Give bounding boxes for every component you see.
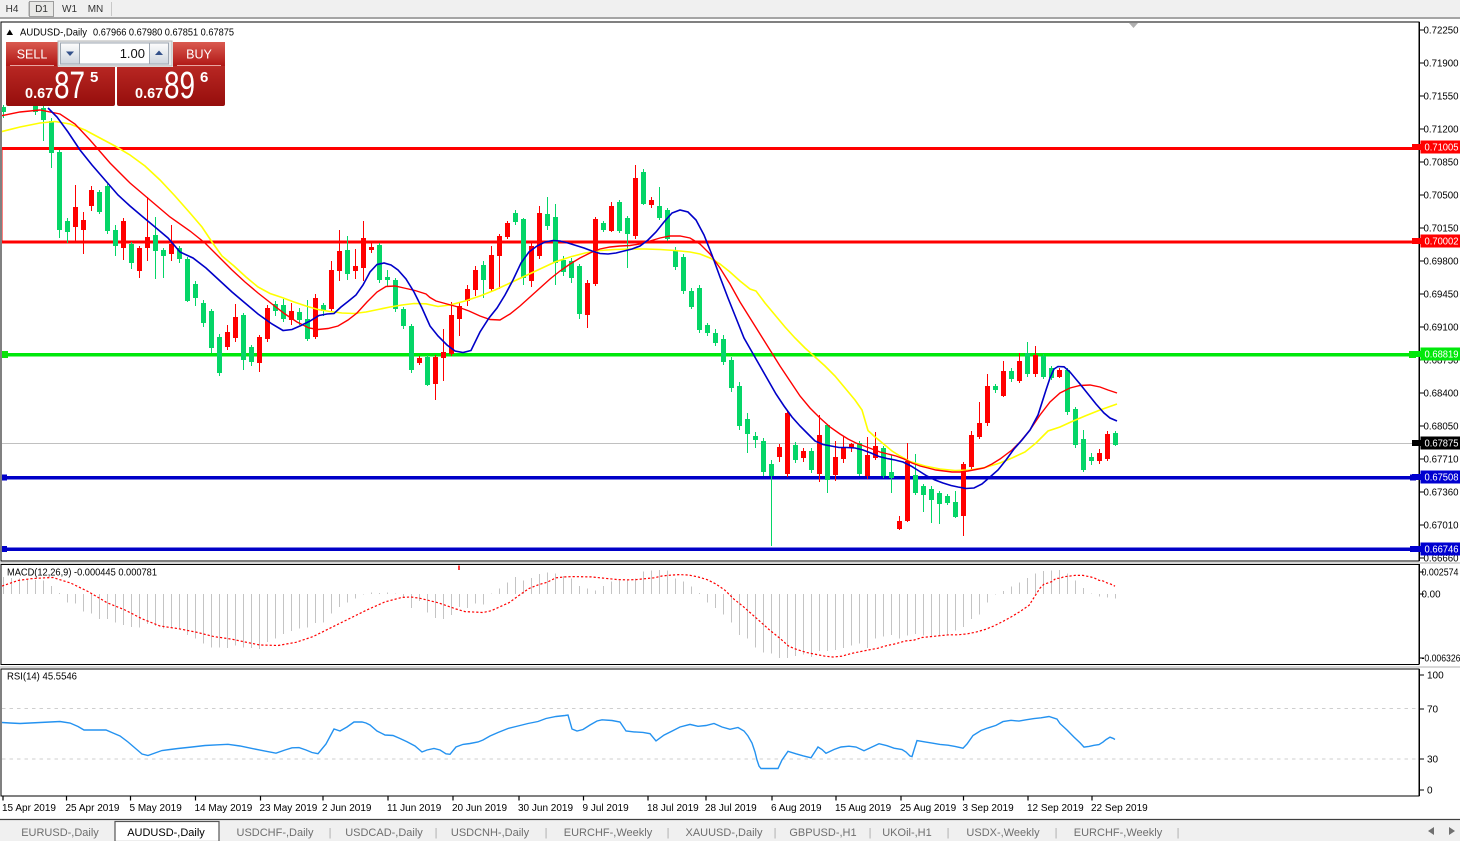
svg-text:6: 6 xyxy=(200,69,208,86)
svg-text:3 Sep 2019: 3 Sep 2019 xyxy=(963,803,1015,814)
svg-text:70: 70 xyxy=(1427,705,1439,716)
svg-text:|: | xyxy=(435,827,438,839)
svg-text:23 May 2019: 23 May 2019 xyxy=(260,803,318,814)
svg-text:|: | xyxy=(947,827,950,839)
svg-text:0.68750: 0.68750 xyxy=(1424,356,1459,367)
svg-text:MN: MN xyxy=(88,4,104,15)
svg-text:25 Aug 2019: 25 Aug 2019 xyxy=(900,803,957,814)
svg-text:0.00: 0.00 xyxy=(1422,590,1441,601)
svg-text:0.67360: 0.67360 xyxy=(1424,488,1459,499)
svg-text:0.70002: 0.70002 xyxy=(1425,237,1459,248)
svg-text:22 Sep 2019: 22 Sep 2019 xyxy=(1091,803,1148,814)
svg-text:0.68819: 0.68819 xyxy=(1425,350,1459,361)
svg-text:2 Jun 2019: 2 Jun 2019 xyxy=(322,803,372,814)
svg-text:28 Jul 2019: 28 Jul 2019 xyxy=(705,803,757,814)
svg-text:0.67875: 0.67875 xyxy=(1425,439,1459,450)
svg-text:USDCNH-,Daily: USDCNH-,Daily xyxy=(451,827,530,839)
svg-text:0.69800: 0.69800 xyxy=(1424,257,1459,268)
svg-text:100: 100 xyxy=(1427,671,1444,682)
svg-text:11 Jun 2019: 11 Jun 2019 xyxy=(387,803,442,814)
svg-text:AUDUSD-,Daily: AUDUSD-,Daily xyxy=(20,27,88,39)
svg-text:USDX-,Weekly: USDX-,Weekly xyxy=(966,827,1040,839)
svg-text:0.67508: 0.67508 xyxy=(1425,473,1459,484)
svg-text:30: 30 xyxy=(1427,755,1439,766)
svg-text:BUY: BUY xyxy=(186,48,212,62)
svg-text:USDCAD-,Daily: USDCAD-,Daily xyxy=(345,827,423,839)
svg-text:|: | xyxy=(1177,827,1180,839)
svg-text:0.71550: 0.71550 xyxy=(1424,92,1459,103)
svg-text:0.71005: 0.71005 xyxy=(1425,143,1459,154)
svg-text:0.67966 0.67980 0.67851 0.6787: 0.67966 0.67980 0.67851 0.67875 xyxy=(93,27,234,39)
svg-text:0.72250: 0.72250 xyxy=(1424,26,1459,37)
svg-text:89: 89 xyxy=(164,65,195,107)
svg-text:9 Jul 2019: 9 Jul 2019 xyxy=(583,803,630,814)
svg-text:25 Apr 2019: 25 Apr 2019 xyxy=(66,803,120,814)
svg-text:30 Jun 2019: 30 Jun 2019 xyxy=(518,803,573,814)
svg-text:0: 0 xyxy=(1427,786,1433,797)
svg-text:EURCHF-,Weekly: EURCHF-,Weekly xyxy=(564,827,653,839)
svg-text:EURUSD-,Daily: EURUSD-,Daily xyxy=(21,827,99,839)
svg-text:0.66746: 0.66746 xyxy=(1425,545,1459,556)
svg-text:|: | xyxy=(545,827,548,839)
svg-text:H4: H4 xyxy=(6,4,19,15)
svg-text:0.70150: 0.70150 xyxy=(1424,224,1459,235)
svg-text:6 Aug 2019: 6 Aug 2019 xyxy=(771,803,822,814)
svg-text:5 May 2019: 5 May 2019 xyxy=(130,803,183,814)
svg-text:0.70500: 0.70500 xyxy=(1424,191,1459,202)
svg-text:5: 5 xyxy=(90,69,98,86)
svg-text:0.68050: 0.68050 xyxy=(1424,422,1459,433)
svg-text:D1: D1 xyxy=(35,4,48,15)
svg-text:1.00: 1.00 xyxy=(120,46,145,61)
svg-text:87: 87 xyxy=(54,65,85,107)
svg-text:0.69100: 0.69100 xyxy=(1424,323,1459,334)
svg-text:|: | xyxy=(1055,827,1058,839)
svg-text:15 Aug 2019: 15 Aug 2019 xyxy=(835,803,892,814)
svg-text:XAUUSD-,Daily: XAUUSD-,Daily xyxy=(685,827,763,839)
svg-text:EURCHF-,Weekly: EURCHF-,Weekly xyxy=(1074,827,1163,839)
svg-text:14 May 2019: 14 May 2019 xyxy=(195,803,253,814)
svg-text:GBPUSD-,H1: GBPUSD-,H1 xyxy=(789,827,856,839)
svg-text:0.66660: 0.66660 xyxy=(1424,554,1459,565)
svg-text:0.69450: 0.69450 xyxy=(1424,290,1459,301)
svg-text:RSI(14) 45.5546: RSI(14) 45.5546 xyxy=(7,671,77,683)
svg-text:SELL: SELL xyxy=(17,48,48,62)
svg-text:0.67: 0.67 xyxy=(135,86,163,102)
svg-text:0.67: 0.67 xyxy=(25,86,53,102)
svg-text:UKOil-,H1: UKOil-,H1 xyxy=(882,827,932,839)
svg-text:15 Apr 2019: 15 Apr 2019 xyxy=(2,803,56,814)
svg-text:USDCHF-,Daily: USDCHF-,Daily xyxy=(237,827,315,839)
svg-text:0.67010: 0.67010 xyxy=(1424,521,1459,532)
svg-text:W1: W1 xyxy=(62,4,77,15)
svg-text:|: | xyxy=(869,827,872,839)
svg-text:|: | xyxy=(774,827,777,839)
svg-text:AUDUSD-,Daily: AUDUSD-,Daily xyxy=(127,827,205,839)
svg-text:0.71200: 0.71200 xyxy=(1424,125,1459,136)
svg-text:18 Jul 2019: 18 Jul 2019 xyxy=(647,803,699,814)
svg-text:0.70850: 0.70850 xyxy=(1424,158,1459,169)
svg-text:12 Sep 2019: 12 Sep 2019 xyxy=(1027,803,1084,814)
svg-text:|: | xyxy=(667,827,670,839)
svg-text:MACD(12,26,9) -0.000445 0.0007: MACD(12,26,9) -0.000445 0.000781 xyxy=(7,567,157,579)
svg-text:|: | xyxy=(329,827,332,839)
svg-text:0.002574: 0.002574 xyxy=(1422,568,1459,579)
svg-text:-0.006326: -0.006326 xyxy=(1422,654,1460,665)
svg-text:0.71900: 0.71900 xyxy=(1424,59,1459,70)
svg-text:20 Jun 2019: 20 Jun 2019 xyxy=(452,803,507,814)
svg-text:0.68400: 0.68400 xyxy=(1424,389,1459,400)
svg-text:0.67710: 0.67710 xyxy=(1424,455,1459,466)
